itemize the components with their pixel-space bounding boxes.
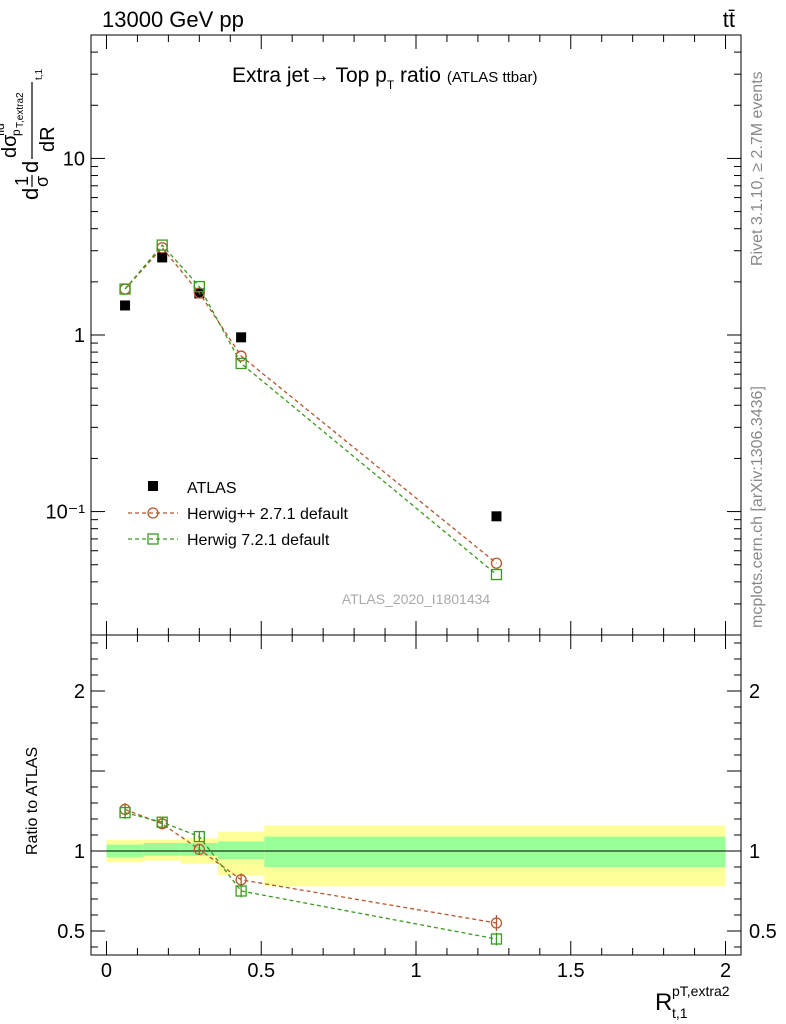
herwigpp-ratio-point — [490, 917, 503, 929]
legend-marker-herwigpp — [147, 507, 159, 519]
ylabel-fid: fid — [0, 123, 7, 136]
ratio-band-inner — [264, 836, 726, 867]
ratio-series — [119, 803, 503, 946]
ratio-frame — [90, 634, 742, 956]
herwig7-ratio-point — [193, 830, 205, 843]
title-sub: T — [387, 78, 395, 92]
herwigpp-point — [193, 287, 205, 299]
main-panel: 10⁻¹ 1 10 Extra jet→ Top pT ratio (ATLAS tt… — [0, 34, 742, 636]
ylabel-psub: p — [9, 129, 23, 136]
herwig7-point — [119, 283, 131, 295]
analysis-id: ATLAS_2020_I1801434 — [342, 591, 491, 607]
header-left: 13000 GeV pp — [102, 7, 244, 32]
title-main: Extra jet→ Top p — [232, 64, 387, 87]
ratio-xtick-label: 0.5 — [247, 960, 275, 982]
herwigpp-ratio-point — [193, 843, 205, 856]
xlabel-sub: t,1 — [672, 1005, 688, 1021]
herwig7-ratio-point — [156, 816, 168, 828]
atlas-data-point — [120, 300, 131, 311]
main-ytick-label: 10 — [63, 148, 85, 170]
herwig7-point — [193, 280, 205, 293]
main-series-line — [124, 246, 497, 564]
herwig7-ratio-point — [235, 885, 247, 897]
legend-marker-herwig7 — [147, 533, 159, 545]
ratio-band-inner — [217, 841, 265, 859]
mcplots-label: mcplots.cern.ch [arXiv:1306.3436] — [749, 386, 766, 628]
xlabel-R: R — [655, 989, 672, 1016]
herwig7-point — [235, 357, 247, 370]
ratio-ticks: 0.5 0.5 1 1 2 2 0 0.5 1 1.5 2 — [57, 635, 777, 982]
ylabel-one: 1 — [12, 176, 32, 186]
ratio-ytick-label-right: 1 — [749, 841, 760, 863]
title-tail: ratio — [394, 64, 441, 87]
ratio-ytick-label-left: 2 — [74, 681, 85, 703]
main-ytick-label: 10⁻¹ — [46, 502, 86, 524]
rivet-label: Rivet 3.1.10, ≥ 2.7M events — [749, 71, 766, 266]
ratio-xtick-label: 0 — [101, 960, 112, 982]
ratio-ylabel: Ratio to ATLAS — [24, 747, 41, 855]
ratio-xtick-label: 1.5 — [557, 960, 585, 982]
herwig7-ratio-point — [490, 933, 503, 945]
ylabel-pt-extra2: T,extra2 — [15, 92, 26, 128]
atlas-data-point — [157, 252, 168, 263]
x-axis-label: R pT,extra2 t,1 — [655, 983, 730, 1021]
ylabel-tsub: t,1 — [34, 68, 45, 80]
ylabel-sigma: σ — [32, 176, 52, 187]
ratio-xtick-label: 2 — [720, 960, 731, 982]
main-ytick-label: 1 — [74, 325, 85, 347]
ratio-panel: 0.5 0.5 1 1 2 2 0 0.5 1 1.5 2 Ratio to ATLAS R pT,… — [24, 634, 777, 1021]
legend-marker-atlas — [148, 481, 158, 491]
atlas-data-point — [491, 511, 502, 522]
ratio-band-inner — [143, 843, 181, 856]
herwigpp-point — [490, 557, 503, 569]
header-right: tt̄ — [723, 7, 735, 32]
herwigpp-point — [235, 350, 247, 362]
main-ticks: 10⁻¹ 1 10 — [46, 34, 741, 636]
herwig7-point — [490, 568, 503, 581]
herwig7-ratio-point — [119, 806, 131, 819]
ratio-bands — [91, 825, 741, 887]
ylabel-dR: dR — [37, 126, 59, 152]
title-small: (ATLAS ttbar) — [447, 69, 538, 86]
legend: ATLAS Herwig++ 2.7.1 default Herwig 7.2.… — [128, 480, 349, 549]
main-series-line — [124, 244, 497, 576]
ratio-ytick-label-right: 0.5 — [749, 921, 777, 943]
legend-label-atlas: ATLAS — [187, 480, 237, 497]
ratio-ytick-label-left: 1 — [74, 841, 85, 863]
herwig7-point — [156, 239, 168, 251]
main-series — [119, 239, 503, 581]
ratio-xtick-label: 1 — [410, 960, 421, 982]
ylabel-dsig: dσ — [0, 134, 21, 158]
atlas-data-point — [236, 332, 247, 343]
ylabel-d: d — [18, 188, 43, 200]
main-ylabel: d 1 σ d dσ fid p T,extra2 dR t,1 — [0, 68, 59, 200]
ratio-ytick-label-right: 2 — [749, 681, 760, 703]
legend-label-herwigpp: Herwig++ 2.7.1 default — [187, 506, 349, 523]
legend-label-herwig7: Herwig 7.2.1 default — [187, 532, 330, 549]
xlabel-sup: pT,extra2 — [672, 983, 730, 999]
ylabel-d2: d — [18, 161, 43, 173]
ratio-ytick-label-left: 0.5 — [57, 921, 85, 943]
plot-title: Extra jet→ Top pT ratio (ATLAS ttbar) — [232, 64, 537, 92]
